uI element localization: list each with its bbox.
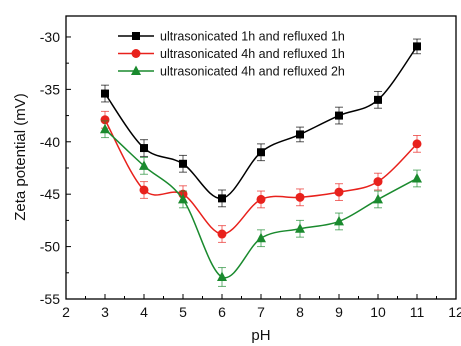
- data-point: [217, 271, 227, 281]
- data-point: [140, 144, 148, 153]
- data-point: [334, 215, 344, 226]
- series-3: [100, 120, 422, 287]
- legend-label: ultrasonicated 4h and refluxed 2h: [160, 65, 345, 79]
- x-tick-label: 5: [179, 304, 187, 320]
- x-tick-label: 6: [218, 304, 226, 320]
- series-2: [100, 110, 422, 243]
- legend-item-2: ultrasonicated 4h and refluxed 1h: [118, 47, 345, 61]
- data-point: [373, 193, 383, 204]
- data-point: [257, 148, 265, 157]
- x-tick-label: 11: [410, 304, 425, 320]
- data-point: [100, 123, 110, 134]
- y-axis-label: Zeta potential (mV): [12, 93, 29, 221]
- data-point: [139, 160, 149, 170]
- x-tick-label: 7: [257, 304, 265, 320]
- data-point: [335, 111, 343, 120]
- data-point: [256, 232, 266, 243]
- data-point: [334, 187, 344, 197]
- legend-label: ultrasonicated 4h and refluxed 1h: [160, 47, 345, 61]
- data-point: [217, 229, 227, 239]
- y-tick-label: -50: [40, 239, 60, 255]
- x-tick-label: 8: [296, 304, 304, 320]
- x-tick-label: 4: [140, 304, 148, 320]
- legend-marker: [131, 49, 141, 58]
- series-1: [101, 38, 421, 208]
- data-point: [178, 193, 188, 204]
- data-point: [412, 172, 422, 183]
- x-axis-label: pH: [251, 327, 270, 344]
- data-point: [296, 130, 304, 139]
- y-tick-label: -55: [40, 291, 60, 307]
- y-axis-ticks: -55 -50 -45 -40 -35 -30: [40, 29, 71, 307]
- legend: ultrasonicated 1h and refluxed 1h ultraso…: [118, 30, 345, 79]
- data-point: [179, 159, 187, 168]
- series-line: [104, 119, 418, 235]
- y-tick-label: -40: [40, 134, 60, 150]
- data-point: [295, 192, 305, 202]
- x-axis-ticks: 2 3 4 5 6 7 8 9 10 11 12: [62, 294, 461, 320]
- x-tick-label: 9: [335, 304, 343, 320]
- x-tick-label: 3: [101, 304, 109, 320]
- data-point: [295, 223, 305, 233]
- y-tick-label: -45: [40, 186, 60, 202]
- plot-content: [100, 38, 422, 287]
- x-tick-label: 10: [370, 304, 386, 320]
- x-tick-label: 2: [62, 304, 70, 320]
- data-point: [101, 89, 109, 98]
- legend-marker: [131, 65, 141, 75]
- legend-item-3: ultrasonicated 4h and refluxed 2h: [118, 65, 345, 79]
- y-tick-label: -30: [40, 29, 60, 45]
- data-point: [413, 42, 421, 51]
- x-tick-label: 12: [448, 304, 461, 320]
- data-point: [139, 185, 149, 195]
- data-point: [100, 115, 110, 125]
- data-point: [374, 95, 382, 104]
- y-tick-label: -35: [40, 81, 60, 97]
- legend-item-1: ultrasonicated 1h and refluxed 1h: [118, 30, 345, 44]
- legend-marker: [132, 32, 140, 40]
- legend-label: ultrasonicated 1h and refluxed 1h: [160, 30, 345, 44]
- data-point: [373, 177, 383, 187]
- data-point: [218, 194, 226, 203]
- data-point: [412, 139, 422, 149]
- data-point: [256, 194, 266, 204]
